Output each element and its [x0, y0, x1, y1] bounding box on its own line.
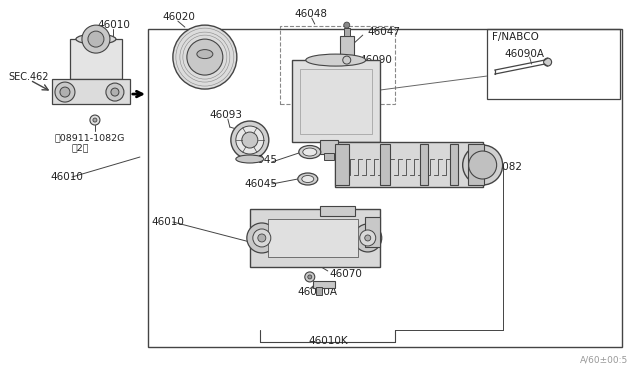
Circle shape	[60, 87, 70, 97]
Text: 46090A: 46090A	[505, 49, 545, 59]
Ellipse shape	[306, 54, 365, 66]
Bar	[250, 209, 380, 267]
Circle shape	[88, 31, 104, 47]
Bar	[340, 36, 354, 56]
Circle shape	[543, 58, 552, 66]
Bar	[280, 26, 395, 104]
Bar	[450, 144, 458, 185]
Circle shape	[90, 115, 100, 125]
Bar	[335, 142, 483, 187]
Bar	[344, 28, 349, 36]
Circle shape	[187, 39, 223, 75]
Bar	[52, 79, 130, 104]
Text: 46045: 46045	[245, 155, 278, 165]
Circle shape	[236, 126, 264, 154]
Text: 46090: 46090	[360, 55, 392, 65]
Text: 46082: 46082	[490, 162, 523, 172]
Bar	[148, 29, 621, 347]
Bar	[300, 69, 372, 134]
Circle shape	[231, 121, 269, 159]
Text: 46010: 46010	[152, 217, 185, 227]
Bar	[313, 281, 335, 288]
Ellipse shape	[299, 145, 321, 158]
Circle shape	[468, 151, 497, 179]
Bar	[316, 287, 322, 295]
Text: ⓝ08911-1082G: ⓝ08911-1082G	[55, 134, 125, 142]
Circle shape	[463, 145, 502, 185]
Circle shape	[55, 82, 75, 102]
Bar	[292, 60, 380, 142]
Circle shape	[354, 224, 381, 252]
Circle shape	[93, 118, 97, 122]
Circle shape	[247, 223, 277, 253]
Text: 46070A: 46070A	[298, 287, 338, 297]
Bar	[420, 144, 428, 185]
Bar	[70, 39, 122, 79]
Text: 46048: 46048	[295, 9, 328, 19]
Text: 46020: 46020	[163, 12, 196, 22]
Ellipse shape	[236, 155, 264, 163]
Ellipse shape	[197, 49, 213, 58]
Ellipse shape	[303, 148, 317, 156]
Circle shape	[253, 229, 271, 247]
Bar	[320, 140, 338, 154]
Circle shape	[344, 22, 349, 28]
Circle shape	[173, 25, 237, 89]
Text: SEC.462: SEC.462	[8, 72, 49, 82]
Bar	[324, 153, 334, 160]
Ellipse shape	[76, 34, 116, 44]
Circle shape	[82, 25, 110, 53]
Text: 46093: 46093	[210, 110, 243, 120]
Text: A/60±00:5: A/60±00:5	[580, 355, 628, 365]
Circle shape	[308, 275, 312, 279]
Text: 46045: 46045	[245, 179, 278, 189]
Ellipse shape	[298, 173, 318, 185]
Circle shape	[360, 230, 376, 246]
Circle shape	[106, 83, 124, 101]
Circle shape	[343, 56, 351, 64]
Bar	[335, 144, 349, 185]
Text: 46010: 46010	[98, 20, 131, 30]
Text: 46047: 46047	[368, 27, 401, 37]
Ellipse shape	[302, 176, 314, 183]
Text: 46070: 46070	[330, 269, 363, 279]
Bar	[380, 144, 390, 185]
Circle shape	[242, 132, 258, 148]
Circle shape	[305, 272, 315, 282]
Circle shape	[365, 235, 371, 241]
Bar	[486, 29, 620, 99]
Bar	[468, 144, 484, 185]
Text: 46010K: 46010K	[308, 336, 348, 346]
Circle shape	[111, 88, 119, 96]
Bar	[320, 206, 355, 216]
Text: （2）: （2）	[72, 144, 90, 153]
Bar	[268, 219, 358, 257]
Text: 46010: 46010	[50, 172, 83, 182]
Text: F/NABCO: F/NABCO	[492, 32, 538, 42]
Bar	[365, 217, 380, 247]
Circle shape	[258, 234, 266, 242]
